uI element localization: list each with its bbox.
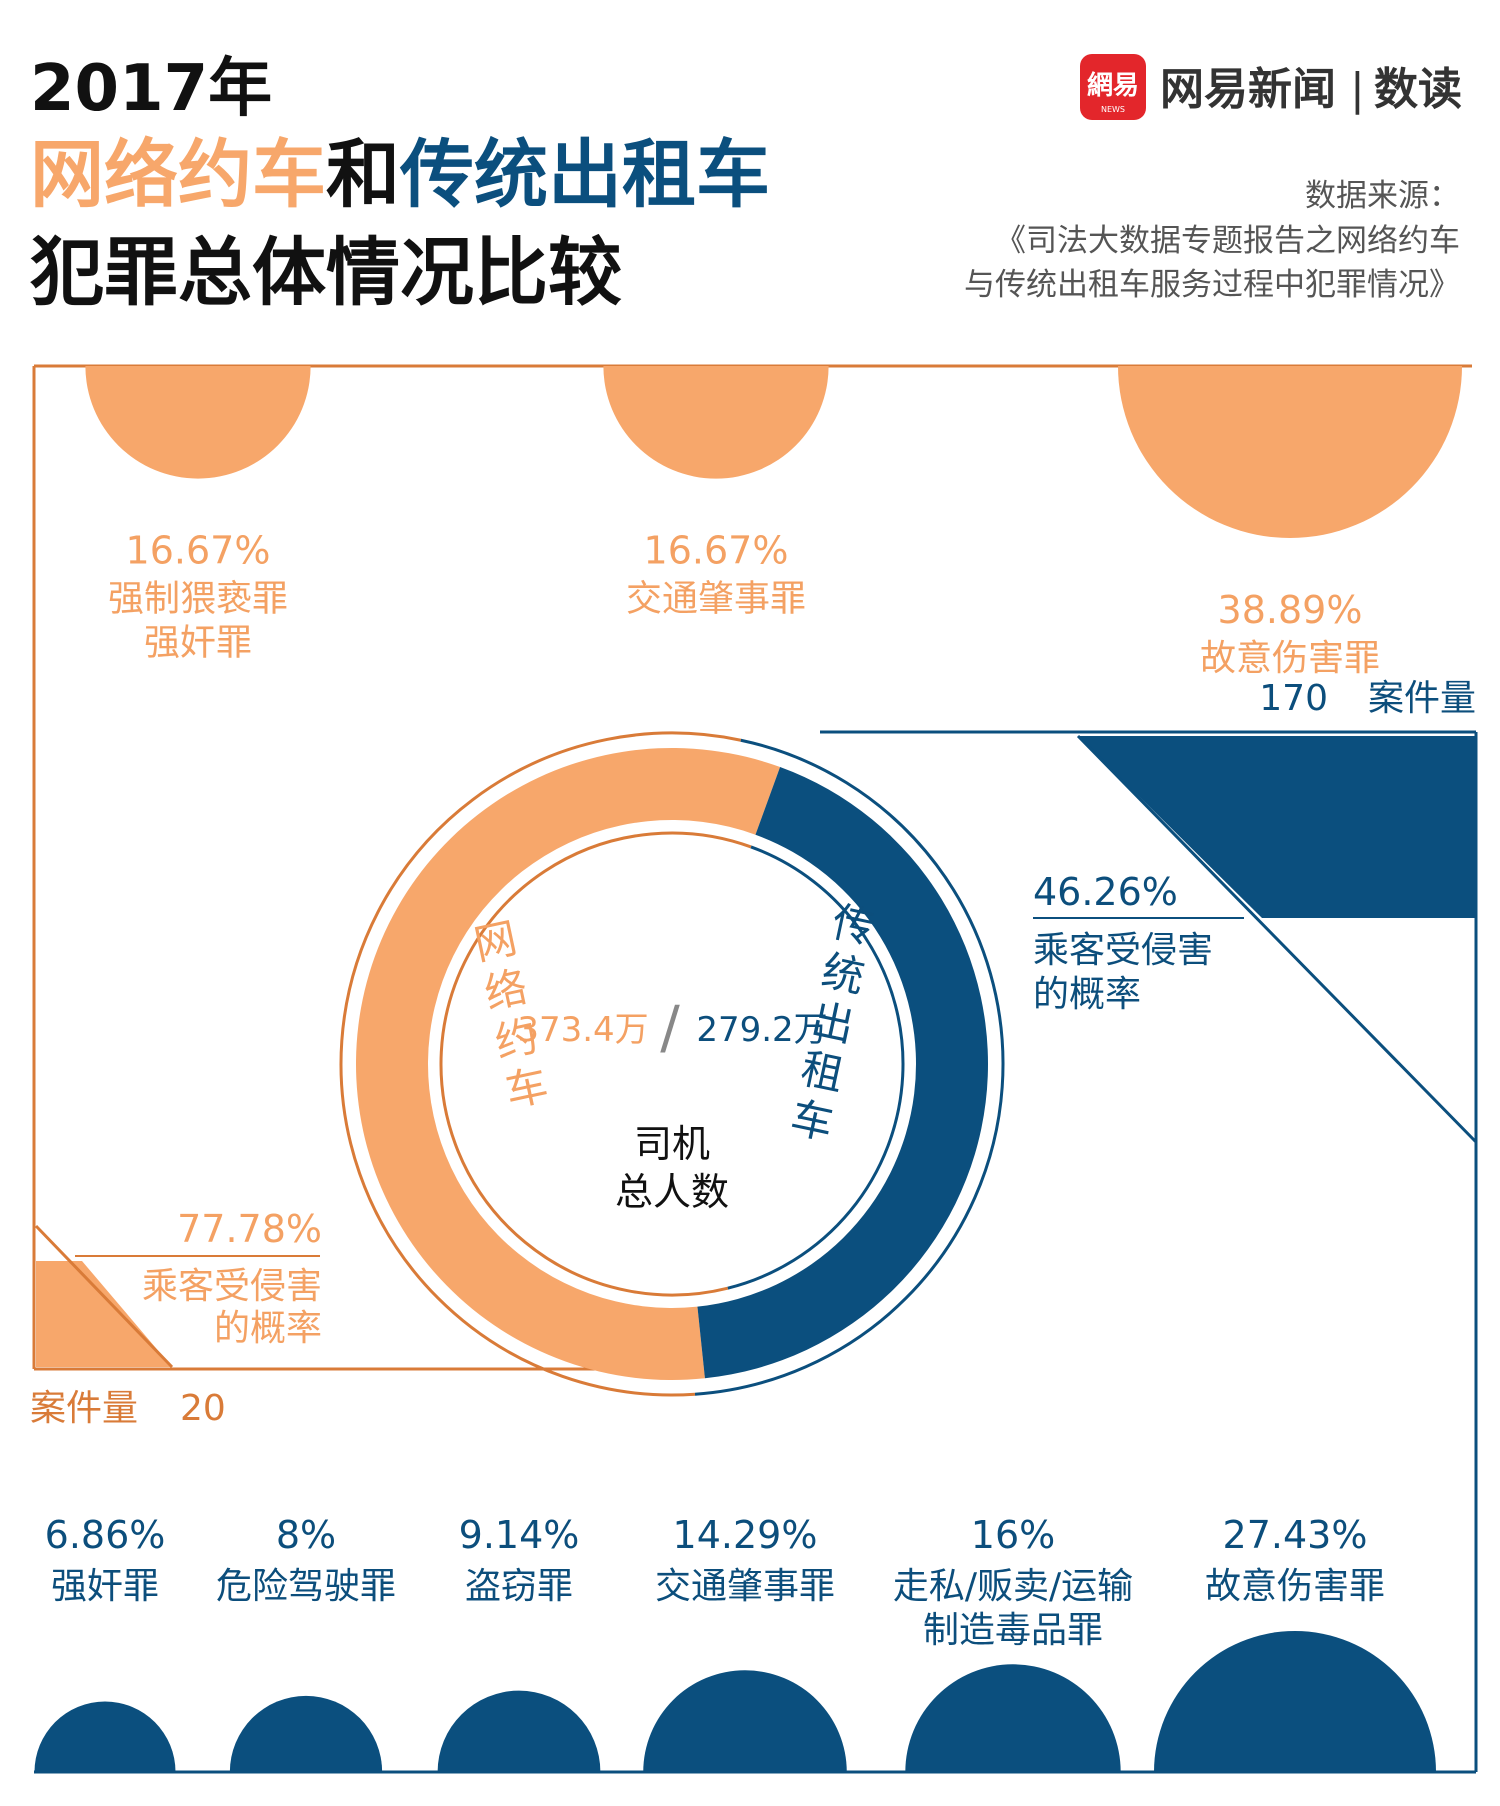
- header: 2017年 网络约车和传统出租车 犯罪总体情况比较: [30, 52, 770, 316]
- brand-name: 网易新闻: [1160, 64, 1336, 115]
- donut-outer-ring-ride-hailing: [339, 731, 742, 1397]
- taxi-crime-circle: [643, 1670, 847, 1772]
- header-title-line3: 犯罪总体情况比较: [30, 230, 622, 316]
- ride-hailing-victim-rate: 77.78%: [177, 1207, 322, 1251]
- ride-hailing-crime-circle: [85, 366, 311, 479]
- ride-hailing-case-label: 案件量: [30, 1388, 138, 1429]
- ride-hailing-crime-name: 故意伤害罪: [1200, 638, 1380, 679]
- taxi-stats: 170 案件量 46.26% 乘客受侵害 的概率: [1033, 678, 1478, 1144]
- taxi-crime-pct: 27.43%: [1223, 1513, 1368, 1557]
- taxi-diagonal-line: [1076, 734, 1478, 1144]
- taxi-crime-pct: 8%: [276, 1513, 336, 1557]
- taxi-crime-circle: [905, 1664, 1121, 1772]
- ride-hailing-victim-text-2: 的概率: [214, 1308, 322, 1349]
- brand-logo-sub: NEWS: [1101, 105, 1125, 114]
- ride-hailing-case-count: 20: [180, 1388, 226, 1429]
- taxi-crime-name: 危险驾驶罪: [216, 1566, 396, 1607]
- source-label: 数据来源：: [1305, 178, 1460, 214]
- netease-logo-icon: [1080, 54, 1146, 120]
- taxi-crime-circle: [229, 1695, 383, 1772]
- taxi-crime-name: 交通肇事罪: [655, 1566, 835, 1607]
- brand-logo-text: 網易: [1087, 70, 1139, 101]
- taxi-crime-name: 走私/贩卖/运输: [893, 1566, 1133, 1607]
- header-title-blue: 传统出租车: [399, 132, 770, 218]
- source-line1: 《司法大数据专题报告之网络约车: [995, 223, 1460, 259]
- taxi-crime-circle: [34, 1701, 176, 1772]
- donut-series-name-taxi: 传统出租车: [786, 897, 879, 1149]
- donut-value-taxi: 279.2万: [696, 1010, 827, 1050]
- taxi-crime-circle: [1154, 1631, 1436, 1772]
- ride-hailing-crime-name: 强制猥亵罪: [108, 579, 288, 620]
- source-block: 数据来源： 《司法大数据专题报告之网络约车 与传统出租车服务过程中犯罪情况》: [964, 178, 1460, 303]
- taxi-case-label: 案件量: [1368, 678, 1476, 719]
- taxi-crime-name: 盗窃罪: [465, 1566, 573, 1607]
- taxi-crime-pct: 16%: [971, 1513, 1055, 1557]
- donut-outer-ring-taxi: [694, 738, 1005, 1396]
- header-title-line2: 网络约车和传统出租车: [30, 132, 770, 218]
- header-title-and: 和: [326, 132, 400, 218]
- ride-hailing-crime-pct: 16.67%: [126, 529, 271, 573]
- donut-slice-taxi: [697, 767, 988, 1379]
- ride-hailing-crime-name-line2: 强奸罪: [144, 623, 252, 664]
- brand-block: 網易 NEWS 网易新闻 | 数读: [1080, 54, 1462, 120]
- ride-hailing-crime-circle: [1118, 366, 1462, 538]
- donut-center-label-2: 总人数: [615, 1170, 729, 1214]
- ride-hailing-diagonal-line: [34, 1224, 174, 1369]
- ride-hailing-crime-pct: 38.89%: [1218, 588, 1363, 632]
- taxi-crime-pct: 14.29%: [673, 1513, 818, 1557]
- donut-slice-ride-hailing: [355, 747, 781, 1380]
- ride-hailing-crime-circle: [603, 366, 829, 479]
- taxi-crime-circle: [437, 1690, 601, 1772]
- donut-inner-ring-ride-hailing: [439, 831, 752, 1297]
- taxi-crime-group: 6.86% 强奸罪 8% 危险驾驶罪 9.14% 盗窃罪 14.29% 交通肇事罪 16% 走私/…: [34, 1513, 1436, 1772]
- donut-inner-ring-taxi: [727, 845, 905, 1290]
- taxi-victim-rate: 46.26%: [1033, 870, 1178, 914]
- donut-label-ride-hailing: 网络约车: [470, 913, 552, 1116]
- brand-column: 数读: [1374, 64, 1462, 115]
- donut-label-taxi: 传统出租车: [786, 897, 879, 1149]
- taxi-victim-rate-wedge: [1078, 736, 1476, 918]
- ride-hailing-victim-text-1: 乘客受侵害: [142, 1266, 322, 1307]
- taxi-crime-name-line2: 制造毒品罪: [923, 1610, 1103, 1651]
- taxi-crime-pct: 6.86%: [45, 1513, 166, 1557]
- header-year: 2017年: [30, 52, 272, 126]
- brand-separator: |: [1350, 64, 1365, 115]
- taxi-crime-name: 强奸罪: [51, 1566, 159, 1607]
- donut-series-name-ride-hailing: 网络约车: [470, 913, 552, 1116]
- donut-center-label-1: 司机: [634, 1122, 710, 1166]
- ride-hailing-crime-pct: 16.67%: [644, 529, 789, 573]
- driver-total-donut: 网络约车 传统出租车 373.4万 / 279.2万 司机 总人数: [339, 731, 1005, 1397]
- ride-hailing-crime-name: 交通肇事罪: [626, 579, 806, 620]
- taxi-case-count: 170: [1259, 678, 1328, 719]
- taxi-victim-text-1: 乘客受侵害: [1033, 930, 1213, 971]
- ride-hailing-stats: 77.78% 乘客受侵害 的概率 案件量 20: [30, 1207, 322, 1429]
- donut-value-ride-hailing: 373.4万: [517, 1010, 648, 1050]
- taxi-crime-name: 故意伤害罪: [1205, 1566, 1385, 1607]
- taxi-victim-text-2: 的概率: [1033, 974, 1141, 1015]
- source-line2: 与传统出租车服务过程中犯罪情况》: [964, 267, 1460, 303]
- donut-value-separator: /: [660, 993, 680, 1061]
- header-title-orange: 网络约车: [30, 132, 326, 218]
- ride-hailing-victim-rate-wedge: [36, 1261, 172, 1367]
- taxi-crime-pct: 9.14%: [459, 1513, 580, 1557]
